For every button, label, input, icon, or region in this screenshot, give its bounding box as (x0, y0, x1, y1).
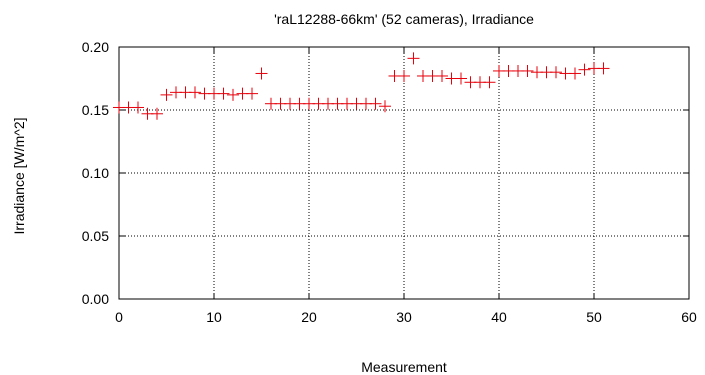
y-tick-label: 0.15 (82, 102, 109, 118)
tick-labels: 0 10 20 30 40 50 60 0.00 0.05 0.10 0.15 0.20 (82, 39, 697, 325)
y-tick-label: 0.10 (82, 165, 109, 181)
y-tick-label: 0.05 (82, 228, 109, 244)
data-point (189, 86, 201, 99)
x-tick-label: 20 (301, 309, 317, 325)
data-point (227, 88, 239, 101)
x-tick-label: 40 (491, 309, 507, 325)
data-point (569, 67, 581, 80)
data-point (369, 97, 382, 110)
data-point (483, 76, 496, 89)
x-tick-label: 50 (586, 309, 602, 325)
y-tick-label: 0.00 (82, 291, 109, 307)
data-point (132, 101, 144, 114)
data-point (151, 107, 163, 120)
data-point (597, 62, 610, 75)
chart-title: 'raL12288-66km' (52 cameras), Irradiance (274, 11, 534, 27)
data-point (398, 69, 410, 82)
x-tick-label: 0 (115, 309, 123, 325)
data-point (436, 69, 448, 82)
x-tick-label: 10 (206, 309, 222, 325)
data-point (160, 88, 173, 101)
data-point (455, 72, 467, 85)
data-point (379, 100, 391, 113)
data-point (255, 67, 268, 80)
data-point (407, 52, 420, 65)
data-point (550, 66, 562, 79)
y-axis-title: Irradiance [W/m^2] (11, 117, 27, 234)
grid-lines (119, 47, 689, 299)
x-axis-title: Measurement (361, 359, 447, 375)
data-point (521, 64, 534, 77)
data-point (578, 63, 591, 76)
axis-ticks (118, 46, 690, 300)
data-point (246, 87, 258, 100)
data-point (217, 87, 230, 100)
x-tick-label: 30 (396, 309, 412, 325)
x-tick-label: 60 (681, 309, 697, 325)
data-points (113, 52, 610, 120)
y-tick-label: 0.20 (82, 39, 109, 55)
